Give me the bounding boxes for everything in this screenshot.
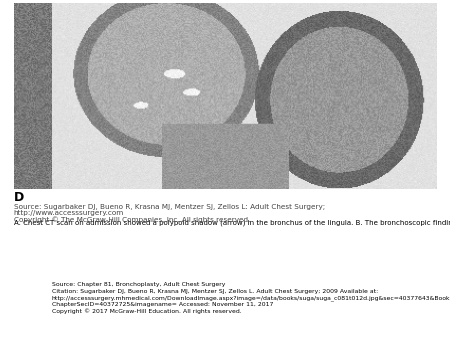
Text: A. Chest CT scan on admission showed a polypoid shadow (arrow) in the bronchus o: A. Chest CT scan on admission showed a p… — [14, 220, 450, 226]
Text: Education: Education — [12, 324, 40, 329]
Text: Copyright © The McGraw-Hill Companies, Inc. All rights reserved.: Copyright © The McGraw-Hill Companies, I… — [14, 216, 250, 223]
Text: Hill: Hill — [18, 311, 34, 320]
Text: Graw: Graw — [13, 300, 39, 309]
Text: Mc: Mc — [19, 288, 33, 297]
Text: Source: Sugarbaker DJ, Bueno R, Krasna MJ, Mentzer SJ, Zellos L: Adult Chest Sur: Source: Sugarbaker DJ, Bueno R, Krasna M… — [14, 204, 324, 211]
Text: Source: Chapter 81, Bronchoplasty, Adult Chest Surgery
Citation: Sugarbaker DJ, : Source: Chapter 81, Bronchoplasty, Adult… — [52, 282, 450, 314]
Text: http://www.accesssurgery.com: http://www.accesssurgery.com — [14, 210, 124, 216]
Text: D: D — [14, 191, 24, 204]
